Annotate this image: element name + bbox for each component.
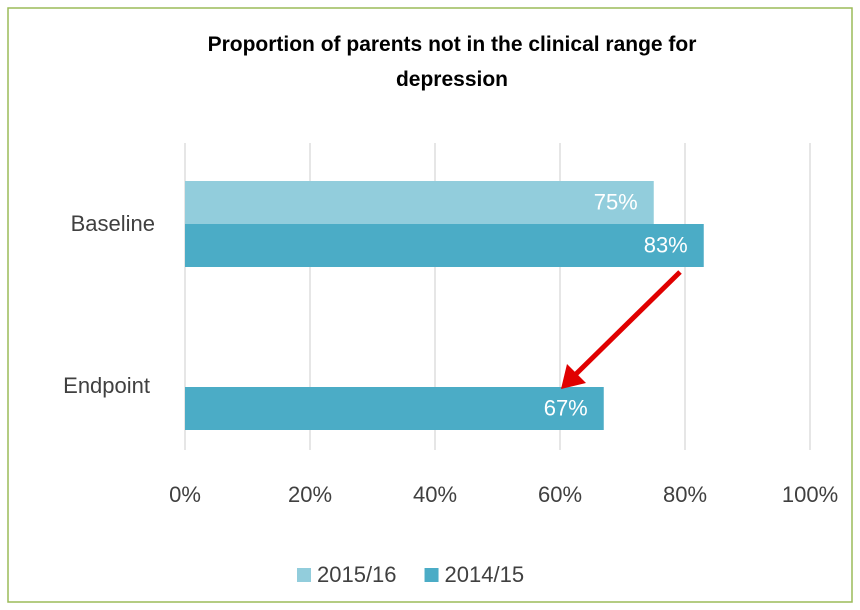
x-tick-label: 40%	[413, 482, 457, 507]
data-label: 67%	[544, 395, 588, 420]
bar	[185, 181, 654, 224]
legend-swatch	[297, 568, 311, 582]
x-tick-label: 60%	[538, 482, 582, 507]
annotation-arrow	[561, 270, 682, 389]
chart-title: Proportion of parents not in the clinica…	[208, 33, 697, 91]
arrow-head	[561, 364, 586, 389]
data-label: 83%	[644, 232, 688, 257]
legend-label: 2015/16	[317, 562, 397, 587]
x-tick-label: 80%	[663, 482, 707, 507]
x-tick-label: 0%	[169, 482, 201, 507]
legend-label: 2014/15	[445, 562, 525, 587]
data-label: 75%	[594, 189, 638, 214]
chart-border	[7, 7, 853, 603]
plot: 0% 20% 40% 60% 80% 100% Baseline 75%83% Endpoint…	[63, 143, 838, 587]
x-tick-label: 20%	[288, 482, 332, 507]
arrow-shaft	[573, 270, 682, 377]
x-tick-label: 100%	[782, 482, 838, 507]
bar	[185, 387, 604, 430]
y-tick-label: Endpoint	[63, 373, 150, 398]
y-tick-label: Baseline	[71, 211, 155, 236]
legend-swatch	[424, 568, 439, 582]
bar	[185, 224, 704, 267]
